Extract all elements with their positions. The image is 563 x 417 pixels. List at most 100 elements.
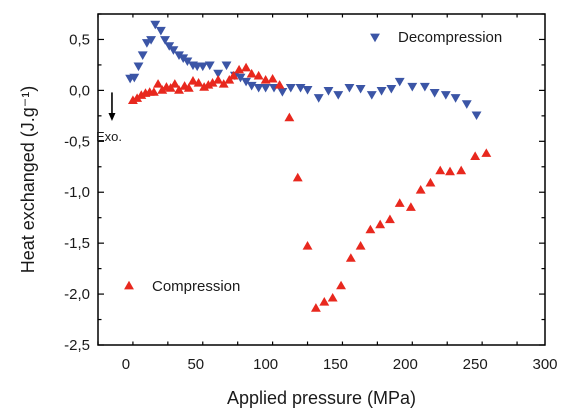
plot-frame	[97, 13, 546, 346]
data-point	[323, 87, 334, 96]
x-axis-title: Applied pressure (MPa)	[227, 388, 416, 408]
data-point	[221, 61, 232, 71]
data-point	[235, 73, 246, 83]
data-point	[302, 241, 313, 250]
x-axis-ticks: 0 50 100 150 200 250 300	[97, 14, 558, 373]
data-point	[146, 36, 157, 45]
data-point	[160, 36, 170, 45]
legend-marker	[370, 33, 380, 43]
y-tick-label: -2,5	[64, 337, 90, 354]
x-tick-label: 100	[253, 356, 278, 373]
data-point	[174, 85, 184, 94]
x-tick-label: 150	[323, 356, 348, 373]
data-point	[375, 219, 386, 229]
data-point	[481, 148, 492, 157]
legend-marker	[124, 280, 134, 290]
data-point	[155, 26, 166, 36]
data-point	[207, 78, 218, 87]
data-point	[405, 202, 416, 211]
series-decompression	[125, 20, 482, 121]
data-point	[450, 94, 461, 103]
data-point	[319, 297, 330, 306]
data-point	[133, 62, 144, 72]
data-point	[150, 20, 161, 30]
y-tick-label: -1,0	[64, 184, 90, 201]
data-point	[213, 75, 224, 84]
x-tick-label: 0	[122, 356, 130, 373]
series-layer	[125, 20, 492, 312]
data-point	[385, 214, 395, 224]
data-point	[440, 91, 451, 100]
data-point	[285, 83, 296, 93]
data-point	[292, 172, 303, 182]
data-point	[456, 165, 467, 175]
legend-label: Compression	[152, 278, 240, 295]
data-point	[313, 94, 324, 103]
data-point	[429, 89, 440, 98]
data-point	[182, 57, 193, 67]
data-point	[204, 61, 215, 71]
data-point	[284, 112, 295, 122]
data-point	[435, 165, 446, 175]
data-point	[193, 78, 204, 87]
data-point	[366, 91, 377, 100]
data-point	[277, 88, 288, 97]
data-point	[241, 77, 252, 87]
data-point	[213, 69, 224, 79]
data-point	[153, 79, 164, 88]
data-point	[197, 62, 208, 72]
legend: Decompression Compression	[124, 29, 502, 295]
series-compression	[127, 62, 492, 312]
x-tick-label: 250	[463, 356, 488, 373]
data-point	[183, 83, 194, 92]
data-point	[218, 79, 229, 88]
data-point	[274, 80, 285, 89]
exo-label: Exo.	[96, 129, 122, 144]
data-point	[344, 83, 355, 93]
data-point	[394, 77, 405, 87]
data-point	[310, 303, 321, 312]
plot-area-border	[97, 13, 546, 346]
x-tick-label: 200	[393, 356, 418, 373]
data-point	[419, 82, 430, 92]
data-point	[470, 151, 481, 160]
data-point	[327, 292, 338, 302]
legend-label: Decompression	[398, 29, 502, 46]
y-tick-label: -2,0	[64, 286, 90, 303]
data-point	[376, 87, 387, 96]
data-point	[302, 85, 313, 95]
data-point	[168, 46, 179, 55]
data-point	[461, 100, 472, 109]
annotation: Exo.	[96, 92, 122, 144]
exo-arrow-head-icon	[108, 112, 116, 121]
data-point	[336, 280, 346, 290]
data-point	[241, 62, 252, 72]
data-point	[260, 75, 271, 84]
x-tick-label: 300	[532, 356, 557, 373]
data-point	[355, 84, 366, 94]
data-point	[267, 73, 278, 83]
data-point	[246, 68, 257, 78]
data-point	[228, 70, 239, 80]
x-tick-label: 50	[187, 356, 204, 373]
y-axis-ticks: 0,5 0,0 -0,5 -1,0 -1,5 -2,0 -2,5	[64, 13, 545, 354]
data-point	[394, 198, 405, 207]
y-tick-label: -1,5	[64, 235, 90, 252]
data-point	[253, 83, 264, 93]
data-point	[188, 76, 198, 85]
y-tick-label: -0,5	[64, 133, 90, 150]
data-point	[471, 111, 482, 121]
data-point	[260, 83, 271, 93]
data-point	[365, 224, 376, 234]
y-tick-label: 0,0	[69, 82, 90, 99]
data-point	[355, 241, 366, 250]
data-point	[425, 177, 436, 187]
data-point	[253, 70, 264, 80]
data-point	[345, 253, 356, 262]
data-point	[333, 91, 344, 100]
data-point	[386, 84, 397, 94]
data-point	[415, 184, 426, 194]
data-point	[148, 87, 159, 96]
